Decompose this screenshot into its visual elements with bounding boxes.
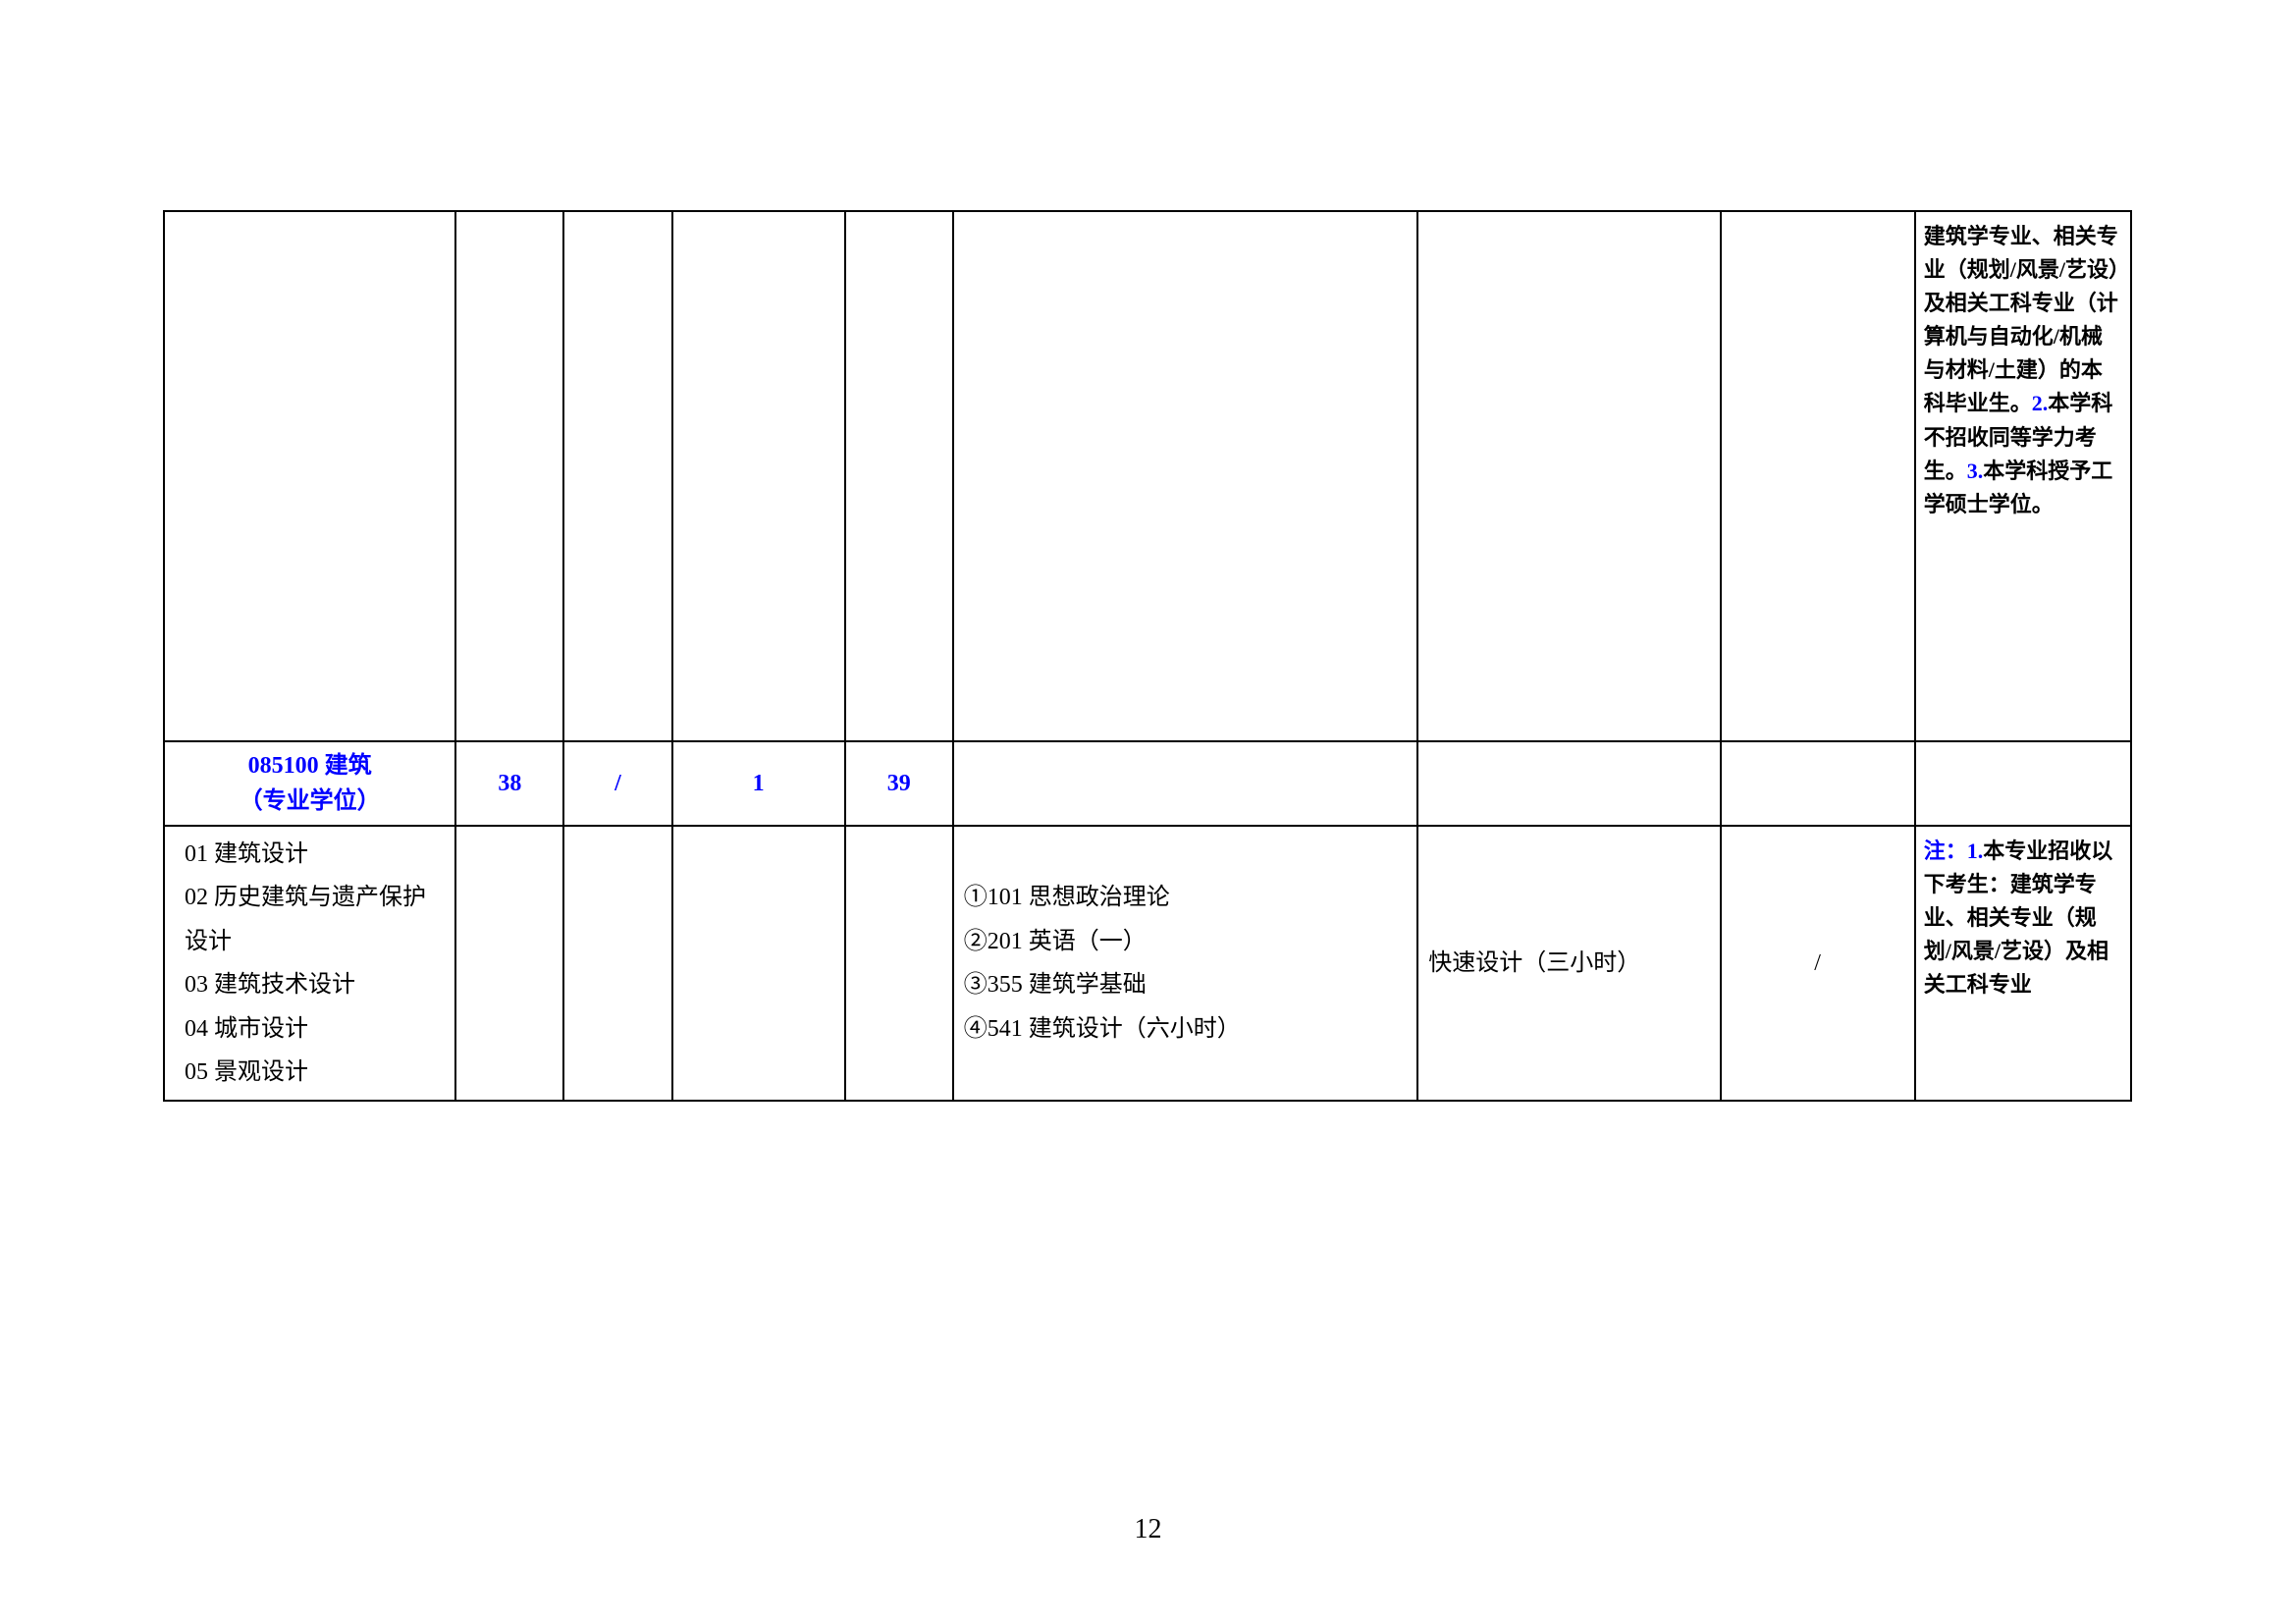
exam-cell: ①101 思想政治理论②201 英语（一）③355 建筑学基础④541 建筑设计…: [953, 826, 1417, 1101]
count-cell: 1: [672, 741, 845, 826]
cell-empty: [1915, 741, 2131, 826]
page-number: 12: [0, 1514, 2296, 1545]
program-cell: 085100 建筑 （专业学位）: [164, 741, 455, 826]
cell-empty: [672, 211, 845, 741]
cell-empty: [1721, 741, 1915, 826]
slash-cell: /: [563, 741, 671, 826]
retest-cell: 快速设计（三小时）: [1417, 826, 1720, 1101]
cell-empty: [1417, 211, 1720, 741]
cell-empty: [845, 826, 953, 1101]
table-row: 085100 建筑 （专业学位） 38 / 1 39: [164, 741, 2131, 826]
count-cell: 38: [455, 741, 563, 826]
cell-empty: [1417, 741, 1720, 826]
notes-cell: 注：1.本专业招收以下考生：建筑学专业、相关专业（规划/风景/艺设）及相关工科专…: [1915, 826, 2131, 1101]
program-code: 085100 建筑: [248, 753, 372, 779]
program-sub: （专业学位）: [240, 788, 381, 814]
catalog-table: 建筑学专业、相关专业（规划/风景/艺设）及相关工科专业（计算机与自动化/机械与材…: [163, 210, 2132, 1102]
table-wrapper: 建筑学专业、相关专业（规划/风景/艺设）及相关工科专业（计算机与自动化/机械与材…: [163, 210, 2132, 1102]
directions-cell: 01 建筑设计02 历史建筑与遗产保护设计03 建筑技术设计04 城市设计05 …: [164, 826, 455, 1101]
cell-empty: [455, 826, 563, 1101]
slash-cell: /: [1721, 826, 1915, 1101]
cell-empty: [164, 211, 455, 741]
cell-empty: [1721, 211, 1915, 741]
notes-cell: 建筑学专业、相关专业（规划/风景/艺设）及相关工科专业（计算机与自动化/机械与材…: [1915, 211, 2131, 741]
table-row: 建筑学专业、相关专业（规划/风景/艺设）及相关工科专业（计算机与自动化/机械与材…: [164, 211, 2131, 741]
total-cell: 39: [845, 741, 953, 826]
page: 建筑学专业、相关专业（规划/风景/艺设）及相关工科专业（计算机与自动化/机械与材…: [0, 0, 2296, 1624]
cell-empty: [455, 211, 563, 741]
cell-empty: [563, 211, 671, 741]
cell-empty: [672, 826, 845, 1101]
cell-empty: [953, 211, 1417, 741]
cell-empty: [563, 826, 671, 1101]
cell-empty: [845, 211, 953, 741]
cell-empty: [953, 741, 1417, 826]
table-row: 01 建筑设计02 历史建筑与遗产保护设计03 建筑技术设计04 城市设计05 …: [164, 826, 2131, 1101]
